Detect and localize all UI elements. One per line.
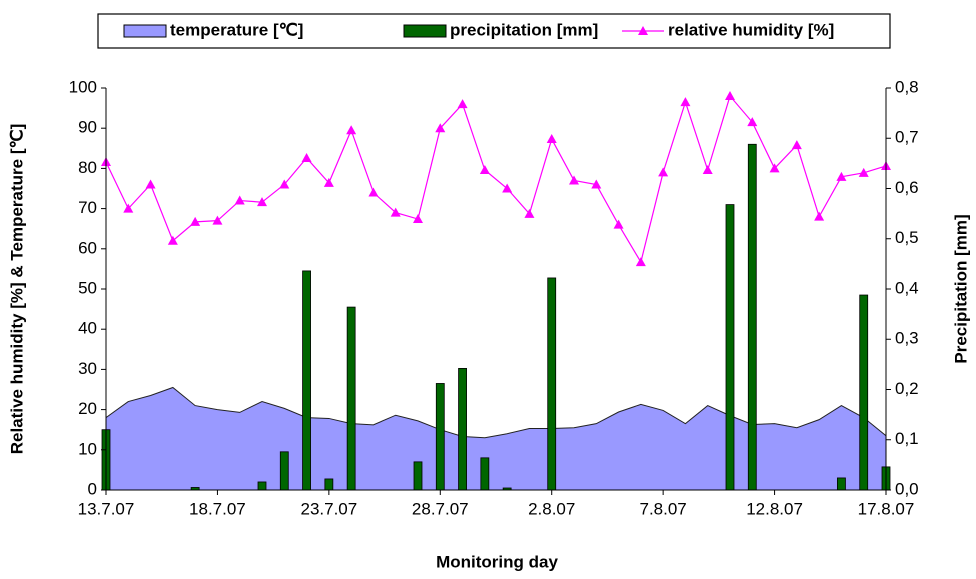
y2-tick-label: 0,1 <box>895 429 919 448</box>
humidity-marker <box>769 163 780 173</box>
humidity-marker <box>479 165 490 175</box>
x-tick-label: 12.8.07 <box>746 499 803 518</box>
x-tick-label: 28.7.07 <box>412 499 469 518</box>
humidity-marker <box>814 211 825 221</box>
humidity-marker <box>123 203 134 213</box>
humidity-marker <box>279 179 290 189</box>
y-tick-label: 60 <box>78 238 97 257</box>
x-tick-label: 2.8.07 <box>528 499 575 518</box>
precipitation-bar <box>480 457 490 491</box>
precipitation-bar <box>279 451 289 491</box>
legend-label: precipitation [mm] <box>450 20 598 39</box>
legend-label: temperature [℃] <box>170 20 303 39</box>
precipitation-bar <box>859 294 869 491</box>
precipitation-bar <box>725 204 735 491</box>
humidity-marker <box>346 125 357 135</box>
y2-tick-label: 0,6 <box>895 178 919 197</box>
humidity-marker <box>791 140 802 150</box>
x-tick-label: 7.8.07 <box>640 499 687 518</box>
y-tick-label: 40 <box>78 319 97 338</box>
humidity-marker <box>190 216 201 226</box>
humidity-marker <box>368 187 379 197</box>
humidity-marker <box>145 179 156 189</box>
humidity-marker <box>858 167 869 177</box>
humidity-marker <box>524 208 535 218</box>
y-tick-label: 90 <box>78 118 97 137</box>
y2-tick-label: 0,7 <box>895 128 919 147</box>
humidity-marker <box>167 235 178 245</box>
y2-tick-label: 0,5 <box>895 228 919 247</box>
y-tick-label: 100 <box>69 77 97 96</box>
humidity-marker <box>613 219 624 229</box>
humidity-marker <box>413 214 423 224</box>
y-tick-label: 70 <box>78 198 97 217</box>
x-tick-label: 23.7.07 <box>300 499 357 518</box>
precipitation-bar <box>747 143 757 491</box>
y-tick-label: 30 <box>78 359 97 378</box>
humidity-marker <box>702 165 713 175</box>
precipitation-bar <box>324 478 334 491</box>
x-tick-label: 17.8.07 <box>858 499 915 518</box>
humidity-marker <box>569 175 579 185</box>
y-tick-label: 80 <box>78 158 97 177</box>
humidity-marker <box>234 195 245 205</box>
humidity-marker <box>836 171 847 181</box>
humidity-marker <box>323 177 334 187</box>
humidity-marker <box>257 197 267 207</box>
humidity-marker <box>435 123 446 133</box>
y2-tick-label: 0,4 <box>895 278 919 297</box>
y2-axis-title: Precipitation [mm] <box>951 214 970 363</box>
x-tick-label: 13.7.07 <box>78 499 135 518</box>
legend-swatch <box>123 24 167 38</box>
y2-tick-label: 0,8 <box>895 77 919 96</box>
humidity-marker <box>546 134 557 144</box>
humidity-marker <box>591 179 602 189</box>
humidity-marker <box>301 152 312 162</box>
y2-tick-label: 0,3 <box>895 329 919 348</box>
humidity-marker <box>635 257 646 267</box>
y2-tick-label: 0,0 <box>895 479 919 498</box>
y-tick-label: 50 <box>78 278 97 297</box>
humidity-marker <box>725 91 735 101</box>
y-axis-title: Relative humidity [%] & Temperature [℃] <box>7 124 26 455</box>
humidity-marker <box>658 167 669 177</box>
precipitation-bar <box>257 481 267 491</box>
humidity-marker <box>502 183 513 193</box>
temperature-area <box>105 386 887 491</box>
y-tick-label: 20 <box>78 399 97 418</box>
x-axis-title: Monitoring day <box>436 552 558 571</box>
legend-marker <box>638 26 648 35</box>
humidity-marker <box>680 97 691 107</box>
humidity-marker <box>390 207 401 217</box>
humidity-marker <box>457 99 468 109</box>
legend-box <box>97 13 891 49</box>
precipitation-bar <box>346 306 356 491</box>
precipitation-bar <box>547 277 557 491</box>
humidity-marker <box>747 117 758 127</box>
humidity-line <box>105 94 887 264</box>
precipitation-bar <box>458 367 467 491</box>
humidity-marker <box>212 215 223 225</box>
x-tick-label: 18.7.07 <box>189 499 246 518</box>
precipitation-bar <box>413 461 423 491</box>
legend-label: relative humidity [%] <box>668 20 834 39</box>
legend-swatch <box>403 24 447 38</box>
precipitation-bar <box>435 383 445 491</box>
precipitation-bar <box>302 270 311 491</box>
y-tick-label: 10 <box>78 439 97 458</box>
y2-tick-label: 0,2 <box>895 379 919 398</box>
precipitation-bar <box>837 477 846 491</box>
y-tick-label: 0 <box>88 479 97 498</box>
